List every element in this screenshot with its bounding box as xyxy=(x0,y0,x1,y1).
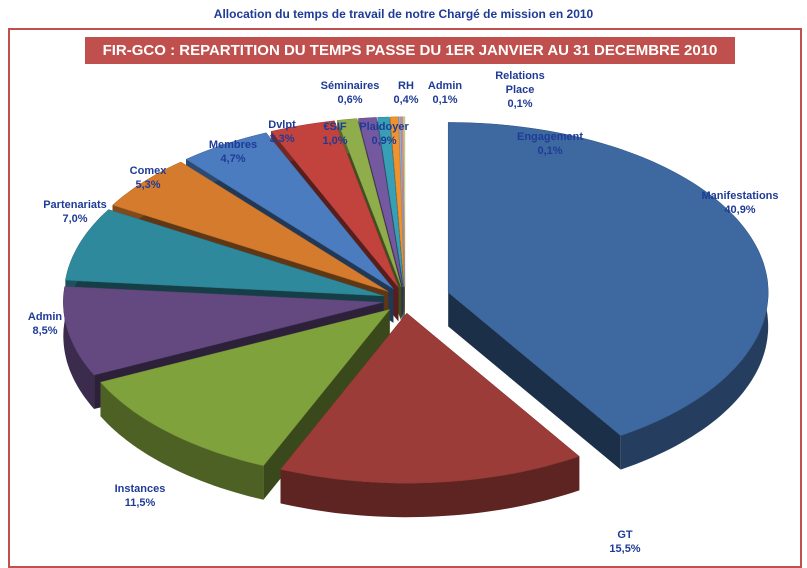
slice-label: RH 0,4% xyxy=(393,79,418,107)
label-value: 0,9% xyxy=(371,135,397,147)
label-name: Membres xyxy=(208,139,258,151)
slice-side xyxy=(280,456,580,518)
slice-label: Membres 4,7% xyxy=(209,138,257,166)
label-value: 5,3% xyxy=(135,179,161,191)
label-name: Dvlpt xyxy=(268,119,296,131)
slice xyxy=(112,161,389,292)
label-name: Admin xyxy=(427,80,463,92)
label-name: Partenariats xyxy=(43,199,107,211)
slice xyxy=(65,209,385,297)
label-name: RH xyxy=(398,80,414,92)
page-title: Allocation du temps de travail de notre … xyxy=(213,7,594,21)
slice-side xyxy=(448,292,621,470)
slice-label: Comex 5,3% xyxy=(130,164,167,192)
slice xyxy=(358,117,403,287)
slice-label: Dvlpt 3,3% xyxy=(268,118,296,146)
slice-label: Séminaires 0,6% xyxy=(321,79,380,107)
slice xyxy=(336,118,402,288)
label-name: Séminaires xyxy=(320,80,380,92)
slice xyxy=(377,116,404,287)
label-name: Relations Place xyxy=(495,70,545,96)
slice xyxy=(270,120,399,288)
label-value: 8,5% xyxy=(32,325,58,337)
slice xyxy=(100,309,391,466)
label-value: 0,1% xyxy=(537,145,563,157)
label-value: 4,7% xyxy=(220,153,246,165)
slice-label: Engagement 0,1% xyxy=(517,130,583,158)
label-name: Plaidoyer xyxy=(359,121,409,133)
label-value: 1,0% xyxy=(322,135,348,147)
slice xyxy=(398,116,405,287)
label-value: 0,1% xyxy=(432,94,458,106)
slice xyxy=(447,122,769,436)
label-name: Engagement xyxy=(516,131,584,143)
slice-label: Instances 11,5% xyxy=(115,482,166,510)
slice-label: Partenariats 7,0% xyxy=(43,198,107,226)
slice-label: Plaidoyer 0,9% xyxy=(359,120,409,148)
slice-label: GT 15,5% xyxy=(609,528,640,556)
slice-label: Admin 8,5% xyxy=(28,310,62,338)
label-value: 15,5% xyxy=(609,543,641,555)
slice-side xyxy=(63,286,95,409)
label-name: GT xyxy=(617,529,633,541)
slice xyxy=(63,286,384,376)
slice xyxy=(280,312,580,484)
label-value: 7,0% xyxy=(62,213,88,225)
slice-label: €SIF 1,0% xyxy=(322,120,347,148)
page: Allocation du temps de travail de notre … xyxy=(8,7,802,568)
label-value: 0,1% xyxy=(507,98,533,110)
label-name: Manifestations xyxy=(701,190,779,202)
label-value: 40,9% xyxy=(724,204,756,216)
label-name: Comex xyxy=(129,165,167,177)
slice-label: Manifestations 40,9% xyxy=(701,189,778,217)
label-value: 11,5% xyxy=(124,497,156,509)
label-name: €SIF xyxy=(323,121,347,133)
label-value: 0,6% xyxy=(337,94,363,106)
label-name: Instances xyxy=(114,483,166,495)
slice-label: Admin 0,1% xyxy=(428,79,462,107)
label-name: Admin xyxy=(27,311,63,323)
chart-title: FIR-GCO : REPARTITION DU TEMPS PASSE DU … xyxy=(85,37,735,64)
slice-side xyxy=(100,382,264,500)
slice xyxy=(389,116,405,287)
slice-label: Relations Place 0,1% xyxy=(495,69,545,111)
pie-chart xyxy=(63,116,769,518)
slice xyxy=(185,132,394,290)
label-value: 0,4% xyxy=(393,94,419,106)
label-value: 3,3% xyxy=(269,133,295,145)
